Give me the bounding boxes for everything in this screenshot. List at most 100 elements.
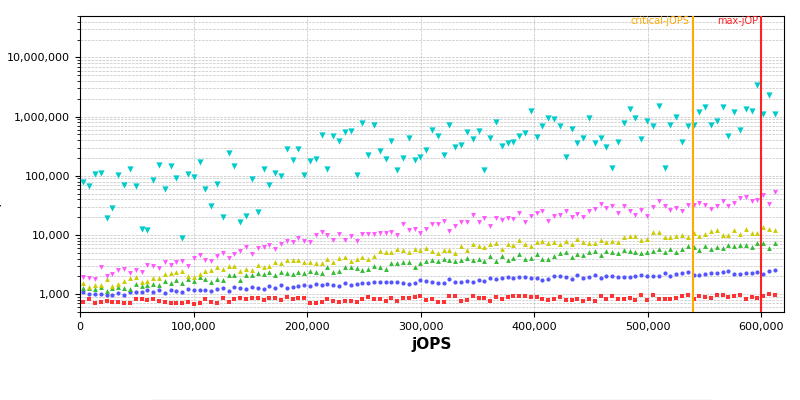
median	[77, 289, 90, 296]
95-th percentile	[263, 262, 276, 269]
median	[118, 292, 130, 298]
90-th percentile	[356, 267, 369, 274]
95-th percentile	[176, 268, 189, 274]
99-th percentile	[321, 232, 334, 238]
median	[210, 286, 223, 292]
90-th percentile	[135, 283, 148, 290]
90-th percentile	[182, 276, 194, 282]
95-th percentile	[182, 272, 194, 279]
min	[234, 295, 246, 301]
95-th percentile	[94, 282, 107, 288]
max	[431, 133, 444, 139]
min	[130, 296, 142, 302]
90-th percentile	[577, 252, 590, 258]
95-th percentile	[472, 243, 485, 249]
95-th percentile	[466, 240, 479, 247]
95-th percentile	[89, 282, 102, 288]
99-th percentile	[379, 230, 392, 236]
95-th percentile	[164, 270, 177, 276]
median	[454, 279, 467, 286]
max	[205, 203, 218, 210]
max	[478, 166, 490, 173]
90-th percentile	[420, 258, 433, 265]
95-th percentile	[565, 240, 578, 247]
99-th percentile	[89, 276, 102, 282]
max	[164, 162, 177, 169]
min	[618, 296, 630, 302]
min	[484, 298, 497, 304]
95-th percentile	[606, 238, 618, 244]
90-th percentile	[199, 276, 212, 282]
min	[698, 294, 711, 300]
90-th percentile	[606, 249, 618, 256]
min	[658, 296, 671, 302]
95-th percentile	[495, 246, 508, 252]
median	[251, 285, 264, 292]
min	[408, 294, 421, 300]
99-th percentile	[112, 267, 125, 274]
median	[746, 270, 758, 276]
max	[728, 109, 741, 115]
min	[530, 294, 543, 300]
max	[420, 147, 433, 153]
max	[112, 172, 125, 179]
min	[734, 292, 746, 298]
max	[716, 104, 729, 110]
median	[438, 280, 450, 286]
95-th percentile	[682, 234, 694, 240]
max	[391, 167, 404, 173]
max	[490, 119, 502, 125]
min	[321, 296, 334, 302]
99-th percentile	[769, 189, 782, 195]
min	[431, 298, 444, 305]
95-th percentile	[408, 246, 421, 252]
90-th percentile	[170, 277, 182, 284]
99-th percentile	[548, 213, 561, 220]
95-th percentile	[379, 248, 392, 255]
max	[542, 115, 554, 121]
90-th percentile	[379, 266, 392, 272]
99-th percentile	[286, 239, 299, 246]
median	[228, 284, 241, 290]
median	[554, 273, 566, 279]
90-th percentile	[600, 248, 613, 254]
99-th percentile	[716, 198, 729, 205]
95-th percentile	[367, 253, 380, 259]
99-th percentile	[257, 244, 270, 251]
median	[385, 279, 398, 286]
90-th percentile	[153, 282, 166, 289]
90-th percentile	[269, 272, 282, 278]
min	[641, 297, 654, 303]
max	[234, 219, 246, 225]
median	[274, 282, 287, 288]
min	[705, 295, 718, 301]
95-th percentile	[77, 280, 90, 286]
median	[757, 270, 770, 277]
95-th percentile	[112, 280, 125, 287]
median	[629, 273, 642, 279]
99-th percentile	[414, 230, 427, 236]
min	[77, 299, 90, 306]
90-th percentile	[571, 251, 584, 258]
max	[321, 166, 334, 172]
95-th percentile	[716, 232, 729, 238]
99-th percentile	[304, 239, 317, 245]
min	[362, 294, 374, 300]
median	[466, 279, 479, 285]
max	[176, 235, 189, 242]
99-th percentile	[606, 202, 618, 209]
99-th percentile	[722, 203, 735, 209]
90-th percentile	[618, 246, 630, 253]
min	[222, 299, 235, 305]
median	[658, 270, 671, 276]
median	[356, 280, 369, 287]
90-th percentile	[449, 258, 462, 264]
90-th percentile	[217, 277, 230, 283]
median	[600, 273, 613, 279]
95-th percentile	[530, 239, 543, 246]
99-th percentile	[106, 271, 119, 277]
max	[530, 134, 543, 140]
max	[687, 122, 700, 128]
95-th percentile	[130, 274, 142, 280]
95-th percentile	[629, 232, 642, 239]
